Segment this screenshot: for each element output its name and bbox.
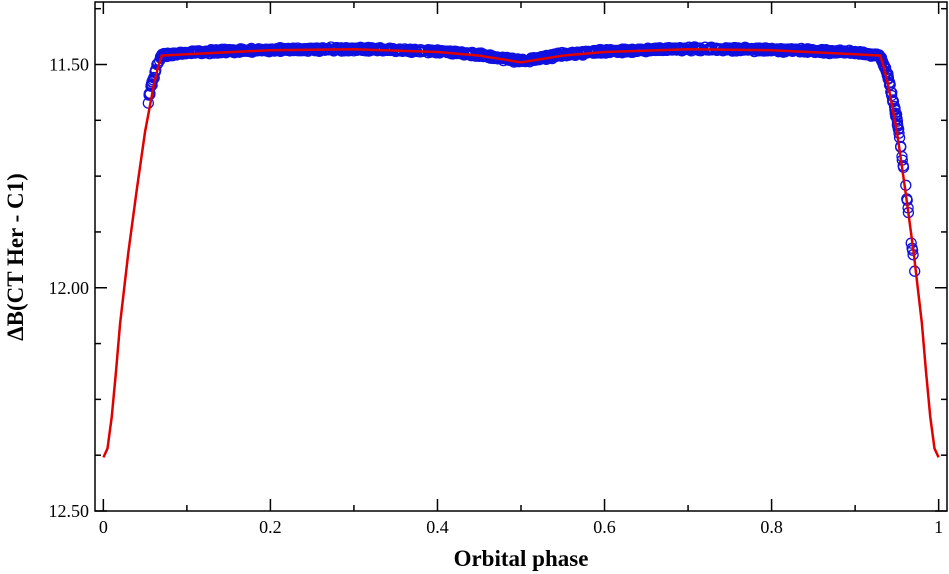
- data-point: [690, 42, 702, 54]
- y-tick-label: 11.50: [49, 55, 89, 75]
- data-point: [843, 46, 856, 58]
- data-point: [886, 86, 898, 99]
- data-point: [374, 42, 386, 54]
- data-point: [330, 41, 343, 54]
- x-tick-label: 0.2: [259, 517, 282, 537]
- data-point: [204, 45, 216, 57]
- data-point: [765, 42, 777, 55]
- y-tick-label: 12.50: [49, 501, 90, 521]
- x-tick-label: 0.6: [593, 517, 616, 537]
- observed-points: [142, 41, 921, 277]
- data-point: [650, 42, 662, 54]
- data-point: [404, 43, 416, 55]
- data-point: [219, 43, 231, 55]
- x-tick-label: 0.4: [426, 517, 449, 537]
- data-point: [694, 42, 706, 54]
- y-tick-label: 12.00: [49, 278, 90, 298]
- data-point: [594, 43, 606, 56]
- x-tick-label: 0.8: [760, 517, 783, 537]
- data-point: [565, 47, 578, 59]
- data-point: [444, 45, 456, 57]
- data-point: [889, 102, 901, 114]
- data-point: [168, 47, 180, 59]
- axis-ticks: 0 0.2 0.4 0.6 0.8 1 11.50 12.00 12.50: [49, 2, 947, 537]
- data-point: [891, 115, 904, 127]
- data-point: [205, 44, 217, 56]
- x-tick-label: 1: [934, 517, 943, 537]
- x-tick-label: 0: [99, 517, 108, 537]
- data-point: [806, 43, 819, 56]
- x-axis-title: Orbital phase: [454, 546, 589, 571]
- data-point: [580, 46, 592, 58]
- data-point: [287, 42, 299, 54]
- data-point: [145, 78, 158, 90]
- data-point: [856, 46, 869, 58]
- y-axis-title: ΔB(CT Her - C1): [3, 173, 28, 341]
- model-curve: [102, 48, 940, 458]
- plot-frame: [94, 1, 948, 512]
- data-point: [851, 47, 863, 59]
- data-point: [801, 44, 814, 56]
